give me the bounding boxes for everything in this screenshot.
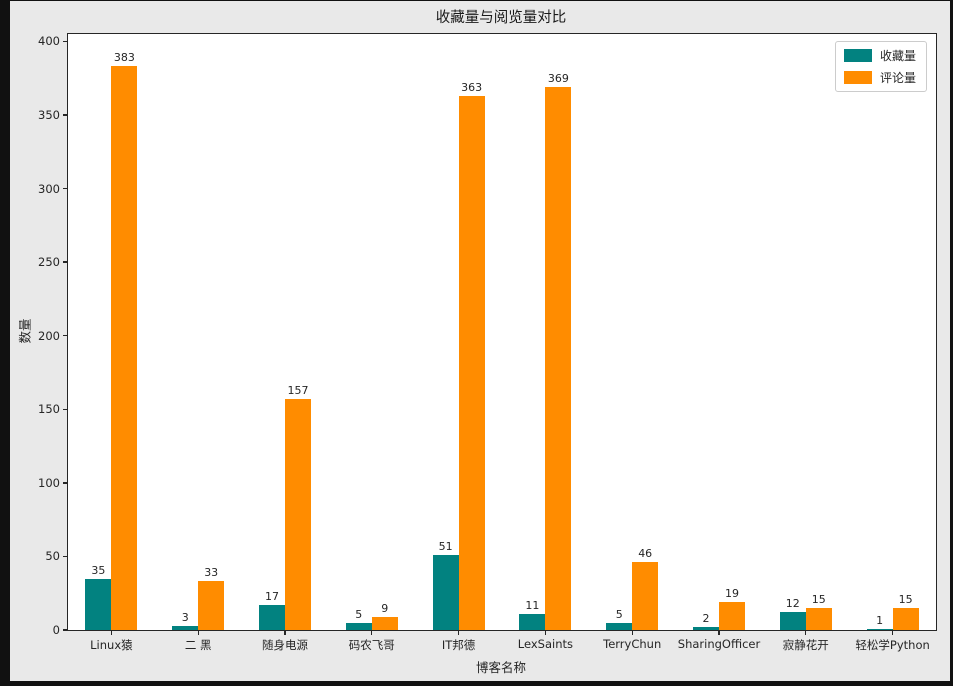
y-tick-label: 250 xyxy=(38,255,60,270)
bar-收藏量-TerryChun xyxy=(606,622,633,630)
x-tick-mark xyxy=(110,631,113,635)
bar-value-label: 5 xyxy=(355,607,363,621)
y-tick-mark xyxy=(63,40,67,43)
x-tick-label: 码农飞哥 xyxy=(348,638,395,652)
bar-评论量-轻松学Python xyxy=(892,607,919,630)
bar-评论量-随身电源 xyxy=(285,398,311,630)
bar-评论量-码农飞哥 xyxy=(371,616,398,630)
bar-评论量-Linux猿 xyxy=(111,66,138,630)
x-tick-label: 二 黑 xyxy=(184,638,212,652)
y-tick-label: 400 xyxy=(38,34,60,49)
bar-value-label: 15 xyxy=(898,592,913,606)
y-tick-mark xyxy=(63,629,67,631)
bar-收藏量-寂静花开 xyxy=(779,612,806,630)
legend-label: 收藏量 xyxy=(879,49,916,63)
x-tick-mark xyxy=(631,631,633,635)
y-tick-mark xyxy=(63,555,67,558)
bar-收藏量-随身电源 xyxy=(259,604,285,630)
bar-收藏量-码农飞哥 xyxy=(345,622,372,630)
legend-color-patch xyxy=(843,49,872,62)
x-tick-mark xyxy=(544,631,547,635)
y-tick-label: 200 xyxy=(38,328,60,343)
legend: 收藏量 评论量 xyxy=(834,41,927,92)
y-tick-mark xyxy=(63,408,67,410)
x-tick-mark xyxy=(284,631,286,635)
x-tick-label: TerryChun xyxy=(603,637,662,651)
y-tick-label: 50 xyxy=(45,549,60,564)
bar-收藏量-轻松学Python xyxy=(866,628,893,630)
y-tick-label: 0 xyxy=(52,623,60,637)
legend-color-patch xyxy=(843,71,872,84)
chart-title: 收藏量与阅览量对比 xyxy=(435,10,567,26)
y-tick-label: 100 xyxy=(38,475,60,490)
x-tick-mark xyxy=(371,631,373,635)
y-tick-label: 350 xyxy=(38,107,60,122)
legend-label: 评论量 xyxy=(879,71,916,85)
bar-value-label: 2 xyxy=(702,612,710,626)
bar-value-label: 12 xyxy=(785,597,800,611)
bar-评论量-寂静花开 xyxy=(805,607,832,630)
y-tick-mark xyxy=(63,261,67,263)
bar-value-label: 5 xyxy=(615,607,623,621)
bar-value-label: 383 xyxy=(113,51,135,65)
bar-value-label: 19 xyxy=(725,587,739,601)
x-axis-label: 博客名称 xyxy=(475,660,526,675)
y-tick-label: 300 xyxy=(38,181,60,196)
bar-评论量-LexSaints xyxy=(545,86,572,630)
x-tick-label: 随身电源 xyxy=(262,638,308,652)
bar-value-label: 9 xyxy=(381,601,389,615)
y-tick-mark xyxy=(63,335,67,337)
bar-value-label: 33 xyxy=(204,566,219,580)
y-tick-mark xyxy=(63,114,67,116)
bar-value-label: 11 xyxy=(525,598,540,612)
x-tick-mark xyxy=(805,631,807,635)
bar-评论量-TerryChun xyxy=(632,562,659,630)
bar-value-label: 35 xyxy=(91,563,106,577)
bar-value-label: 1 xyxy=(876,613,884,627)
x-tick-mark xyxy=(197,631,199,635)
bar-评论量-IT邦德 xyxy=(458,95,485,630)
x-tick-mark xyxy=(718,631,720,635)
figure-canvas: 收藏量与阅览量对比 数量 0 50 100 150 200 250 300 350 400 Lin… xyxy=(10,1,950,681)
x-tick-label: 寂静花开 xyxy=(782,638,829,652)
y-tick-label: 150 xyxy=(38,402,60,417)
legend-item: 收藏量 xyxy=(843,47,916,64)
x-tick-label: Linux猿 xyxy=(90,638,133,652)
x-tick-label: SharingOfficer xyxy=(677,637,761,651)
x-tick-label: IT邦德 xyxy=(441,638,476,652)
y-tick-mark xyxy=(63,482,67,484)
bar-value-label: 369 xyxy=(547,71,569,85)
x-tick-label: 轻松学Python xyxy=(855,638,930,652)
y-tick-mark xyxy=(63,187,67,190)
bar-收藏量-IT邦德 xyxy=(432,554,459,630)
bar-评论量-SharingOfficer xyxy=(719,602,745,630)
bar-收藏量-SharingOfficer xyxy=(693,627,719,630)
bar-value-label: 3 xyxy=(181,610,189,624)
bar-value-label: 363 xyxy=(461,80,483,94)
bar-收藏量-LexSaints xyxy=(519,613,546,630)
legend-item: 评论量 xyxy=(843,69,916,86)
bar-收藏量-二 黑 xyxy=(172,625,199,630)
bar-value-label: 157 xyxy=(287,383,309,397)
bar-value-label: 17 xyxy=(265,589,279,603)
bar-value-label: 51 xyxy=(438,539,453,553)
bar-收藏量-Linux猿 xyxy=(85,578,112,630)
bar-评论量-二 黑 xyxy=(198,581,225,630)
x-tick-mark xyxy=(457,631,460,635)
x-tick-mark xyxy=(891,631,894,635)
bar-value-label: 15 xyxy=(811,592,826,606)
x-tick-label: LexSaints xyxy=(517,637,573,651)
bar-value-label: 46 xyxy=(638,547,653,561)
